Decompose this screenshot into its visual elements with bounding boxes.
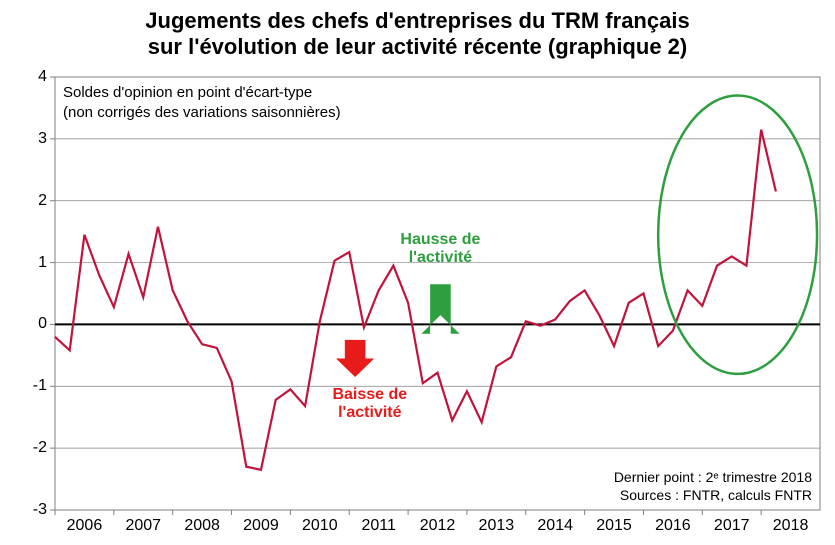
x-tick-label: 2009 [236,517,286,535]
chart-area: -3 -2 -1 0 1 2 3 4 2006 2007 2008 2009 2010 2011 2012 2… [0,0,835,545]
x-tick-label: 2018 [766,517,816,535]
x-tick-label: 2015 [589,517,639,535]
y-tick-label: -1 [33,377,47,395]
x-tick-label: 2013 [471,517,521,535]
x-tick-label: 2012 [413,517,463,535]
x-tick-label: 2010 [295,517,345,535]
y-tick-label: -2 [33,439,47,457]
y-tick-label: 4 [38,68,47,86]
y-tick-label: -3 [33,501,47,519]
baisse-label: Baisse del'activité [320,386,420,423]
x-tick-label: 2007 [118,517,168,535]
chart-svg [0,0,835,545]
x-tick-label: 2011 [354,517,404,535]
x-tick-label: 2014 [530,517,580,535]
x-tick-label: 2017 [707,517,757,535]
footnote: Dernier point : 2ᵉ trimestre 2018Sources… [614,468,812,504]
x-tick-label: 2008 [177,517,227,535]
hausse-label: Hausse del'activité [390,231,490,268]
y-tick-label: 3 [38,130,47,148]
y-tick-label: 2 [38,192,47,210]
y-tick-label: 0 [38,315,47,333]
x-tick-label: 2016 [648,517,698,535]
subtitle: Soldes d'opinion en point d'écart-type(n… [63,83,341,122]
x-tick-label: 2006 [59,517,109,535]
y-tick-label: 1 [38,254,47,272]
